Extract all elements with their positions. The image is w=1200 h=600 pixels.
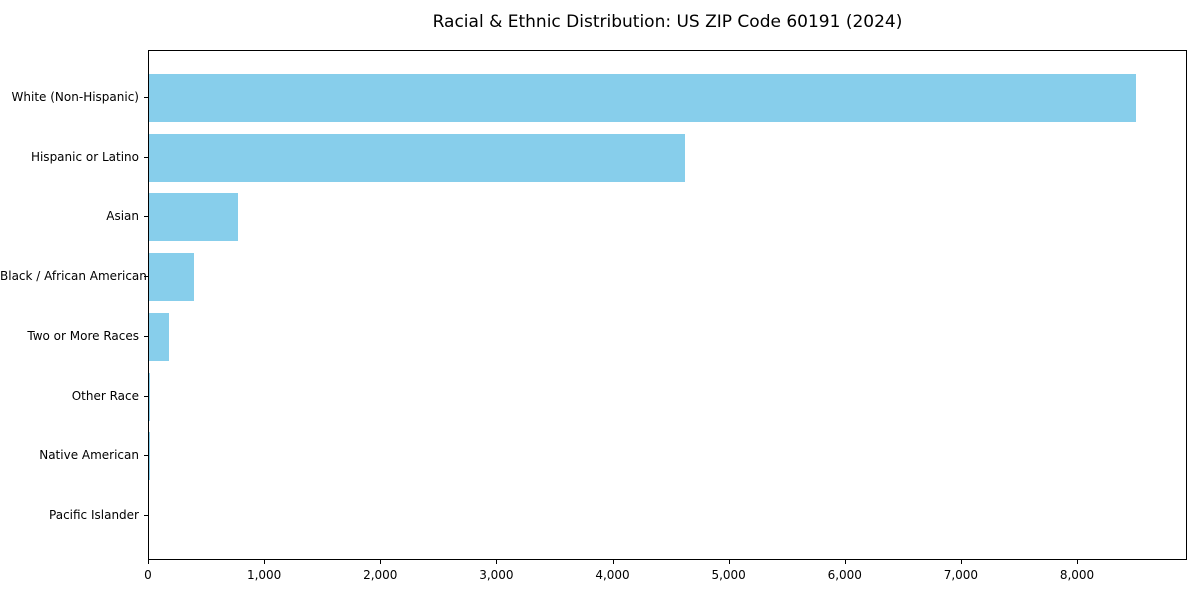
plot-area bbox=[148, 50, 1187, 560]
x-tick-label: 8,000 bbox=[1059, 568, 1095, 582]
x-tick-label: 4,000 bbox=[595, 568, 630, 582]
y-tick-label: White (Non-Hispanic) bbox=[11, 90, 139, 104]
y-tick-label: Two or More Races bbox=[27, 328, 139, 343]
x-tick-mark bbox=[1077, 560, 1079, 564]
x-tick-label: 2,000 bbox=[363, 568, 398, 582]
x-tick-mark bbox=[380, 560, 382, 564]
x-tick-mark bbox=[960, 560, 962, 564]
x-tick-mark bbox=[844, 560, 846, 564]
x-tick-label: 1,000 bbox=[246, 568, 282, 582]
x-tick-label: 0 bbox=[144, 568, 152, 582]
x-tick-mark bbox=[148, 560, 149, 564]
y-tick-mark bbox=[144, 156, 148, 158]
x-tick-mark bbox=[264, 560, 266, 564]
chart-title: Racial & Ethnic Distribution: US ZIP Cod… bbox=[432, 12, 903, 32]
y-tick-mark bbox=[144, 335, 148, 337]
x-tick-label: 5,000 bbox=[711, 568, 746, 582]
bar bbox=[149, 193, 238, 242]
y-tick-label: Asian bbox=[106, 209, 139, 224]
bar bbox=[149, 372, 151, 421]
y-tick-mark bbox=[144, 97, 148, 98]
bar bbox=[149, 312, 169, 361]
y-tick-mark bbox=[144, 276, 148, 278]
y-tick-label: Black / African American bbox=[0, 269, 147, 284]
x-tick-label: 3,000 bbox=[479, 568, 514, 582]
bar bbox=[149, 253, 194, 302]
x-tick-mark bbox=[612, 560, 614, 564]
x-tick-mark bbox=[728, 560, 730, 564]
bar bbox=[149, 133, 685, 182]
y-tick-mark bbox=[144, 216, 148, 218]
y-tick-mark bbox=[144, 395, 148, 397]
x-tick-label: 6,000 bbox=[827, 568, 862, 582]
y-tick-mark bbox=[144, 455, 148, 457]
y-tick-label: Native American bbox=[39, 448, 139, 463]
y-tick-mark bbox=[144, 514, 148, 516]
x-tick-label: 7,000 bbox=[943, 568, 979, 582]
y-tick-label: Hispanic or Latino bbox=[30, 149, 139, 164]
bar bbox=[149, 74, 1137, 122]
y-tick-label: Other Race bbox=[71, 388, 139, 403]
x-tick-mark bbox=[496, 560, 498, 564]
y-tick-label: Pacific Islander bbox=[49, 507, 139, 522]
